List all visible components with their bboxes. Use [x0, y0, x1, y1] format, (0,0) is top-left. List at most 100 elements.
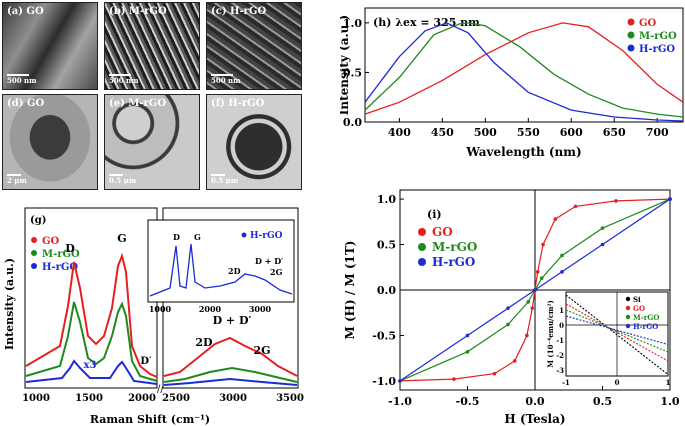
inset-legend-h-rgo: H-rGO: [633, 322, 658, 331]
data-point: [600, 242, 605, 247]
raman-line-h-rgo: [25, 359, 158, 385]
scale-label: 0.5 μm: [211, 176, 239, 185]
micrograph-label: (d) GO: [7, 98, 45, 109]
axis-break-mark: //: [157, 384, 164, 395]
x-tick-label: 3500: [276, 393, 304, 404]
y-axis-label: Intensity (a.u.): [3, 258, 16, 350]
micrograph-label: (c) H-rGO: [211, 6, 267, 17]
legend-go: GO: [639, 18, 657, 29]
micrograph-tile: (c) H-rGO 500 nm: [206, 2, 302, 90]
chart-title: (h) λex = 325 nm: [373, 16, 480, 29]
inset-legend-marker: [625, 323, 631, 329]
x-tick-label: -1.0: [388, 395, 412, 408]
plot-frame: [364, 7, 684, 123]
series-line-go: [364, 22, 684, 115]
x-axis-label: H (Tesla): [504, 412, 565, 426]
mh-chart: -1.0 -0.5 0.0 0.5 1.0 -1.0 -0.5 0.0 0.5 1.0 H (Tes…: [343, 189, 680, 426]
y-tick-label: 0.5: [343, 66, 362, 79]
inset-y-tick-label: -2: [556, 351, 564, 360]
scale-bar: [7, 174, 21, 176]
data-point: [525, 333, 529, 338]
legend-m-rgo: M-rGO: [639, 31, 677, 42]
legend-go: GO: [42, 236, 60, 247]
y-tick-label: 1.0: [377, 193, 396, 206]
inset-frame: [147, 219, 295, 303]
x-tick-label: 650: [603, 126, 626, 139]
x-axis-label: Raman Shift (cm⁻¹): [90, 413, 210, 426]
inset-legend-go: GO: [633, 304, 645, 313]
x-tick-label: 600: [560, 126, 583, 139]
inset-peak-d: D: [173, 232, 180, 242]
legend-m-rgo: M-rGO: [432, 240, 477, 254]
micrograph-label: (f) H-rGO: [211, 98, 265, 109]
data-point: [553, 217, 558, 221]
inset-line-m-rgo: [565, 309, 669, 353]
data-point: [506, 322, 510, 327]
x-tick-label: 400: [388, 126, 411, 139]
y-axis-label: Intensity (a.u.): [340, 15, 351, 115]
inset-line-si: [565, 294, 669, 375]
x-tick-label: 3000: [219, 393, 247, 404]
series-line-h-rgo: [364, 22, 684, 122]
scale-bar: [109, 74, 131, 76]
data-point: [530, 306, 535, 310]
scale-bar: [109, 174, 123, 176]
legend-h-rgo: H-rGO: [42, 262, 78, 273]
raman-line-h-rgo-2nd: [163, 377, 298, 386]
legend-marker-h-rgo: [418, 258, 426, 266]
micrograph-tile: (d) GO 2 μm: [2, 94, 98, 190]
series-line-m-rgo: [364, 22, 684, 118]
inset-legend-marker: [625, 314, 631, 320]
x-tick-label: 500: [474, 126, 497, 139]
raman-line-go-2nd: [163, 336, 298, 377]
inset-legend-marker: [625, 296, 631, 302]
data-point: [560, 270, 564, 274]
data-point: [526, 300, 531, 304]
inset-y-tick-label: -1: [556, 336, 564, 345]
data-point: [452, 377, 456, 381]
inset-legend-marker: [625, 305, 631, 311]
scale-bar: [7, 74, 29, 76]
data-point: [539, 276, 544, 280]
peak-2d: 2D: [195, 336, 213, 349]
x-tick-label: 1500: [75, 393, 103, 404]
inset-line-go: [565, 303, 669, 362]
data-point: [614, 199, 618, 203]
inset-legend-marker: [241, 232, 247, 238]
micrograph-tile: (f) H-rGO 0.5 μm: [206, 94, 302, 190]
inset-peak-2g: 2G: [270, 267, 283, 277]
x-tick-label: 2000: [128, 393, 156, 404]
x-tick-label: 2500: [162, 393, 190, 404]
y-axis-label: M (H) / M (1T): [343, 241, 357, 340]
data-point: [465, 350, 470, 354]
inset-y-tick-label: -3: [556, 366, 564, 375]
x-tick-label: 450: [431, 126, 454, 139]
scale-label: 2 μm: [7, 176, 27, 185]
scale-label: 500 nm: [211, 76, 241, 85]
raman-inset: H-rGO D G 2D D + D′ 2G 1000 2000 3000: [147, 219, 295, 314]
peak-d-prime: D′: [140, 356, 152, 367]
legend-h-rgo: H-rGO: [432, 255, 475, 269]
inset-line-h-rgo: [565, 315, 669, 346]
data-point: [541, 242, 545, 247]
legend-marker-m-rgo: [627, 31, 635, 39]
inset-peak-g: G: [194, 232, 201, 242]
legend-marker-m-rgo: [31, 250, 37, 256]
data-point: [535, 270, 540, 274]
x-axis-label: Wavelength (nm): [465, 145, 581, 159]
x-tick-label: 550: [517, 126, 540, 139]
inset-peak-d-plus-d-prime: D + D′: [255, 256, 283, 266]
inset-x-tick-label: 0: [615, 378, 620, 387]
peak-2g: 2G: [253, 344, 270, 357]
y-tick-label: 0.0: [343, 116, 362, 129]
data-point: [465, 333, 470, 338]
legend-marker-go: [31, 237, 37, 243]
inset-x-tick-label: -1: [562, 378, 570, 387]
inset-legend: H-rGO: [250, 231, 283, 241]
peak-d-plus-d-prime: D + D′: [213, 314, 252, 327]
legend-m-rgo: M-rGO: [42, 249, 80, 260]
legend-go: GO: [432, 225, 453, 239]
peak-d: D: [65, 242, 75, 255]
inset-x-tick-label: 3000: [249, 304, 272, 314]
x-tick-label: 0.0: [525, 395, 544, 408]
